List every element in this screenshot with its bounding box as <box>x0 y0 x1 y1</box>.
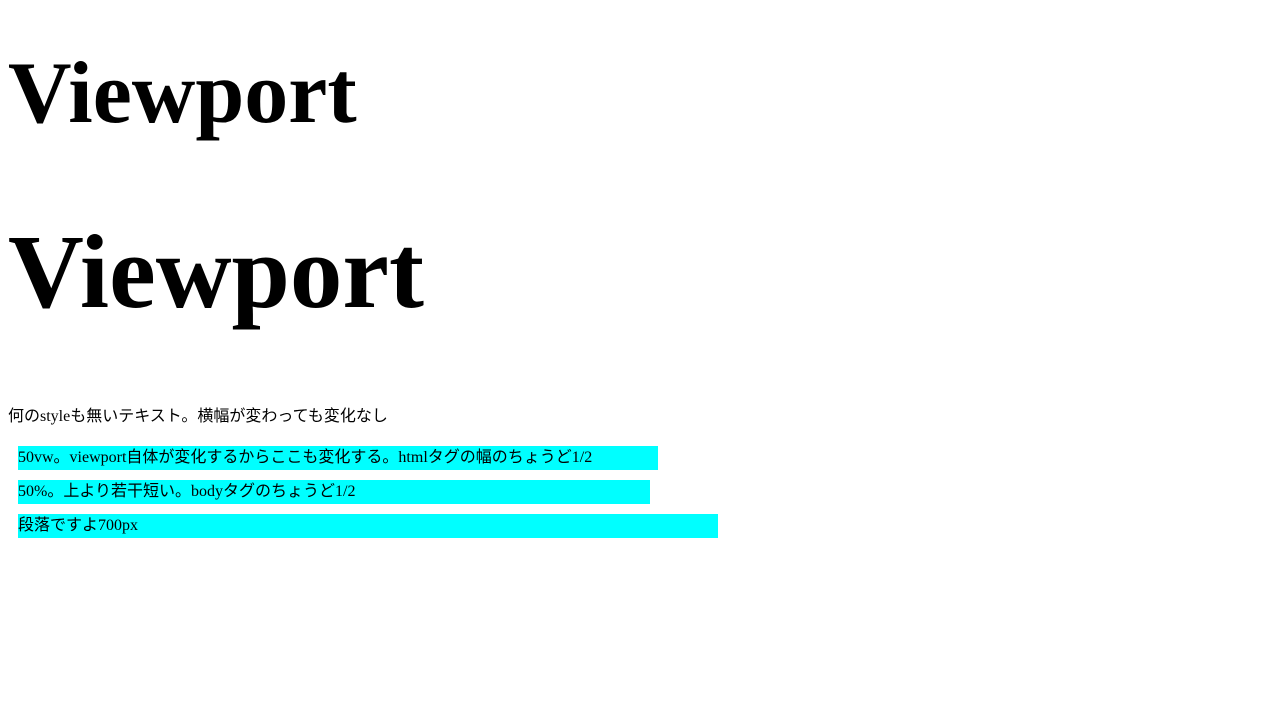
vw-width-paragraph: 50vw。viewport自体が変化するからここも変化する。htmlタグの幅のち… <box>18 446 658 470</box>
heading-viewport-large: Viewport <box>8 213 425 330</box>
plain-text-paragraph: 何のstyleも無いテキスト。横幅が変わっても変化なし <box>8 408 388 425</box>
px-width-paragraph: 段落ですよ700px <box>18 514 718 538</box>
percent-width-paragraph: 50%。上より若干短い。bodyタグのちょうど1/2 <box>18 480 650 504</box>
heading-viewport-small: Viewport <box>8 45 357 142</box>
